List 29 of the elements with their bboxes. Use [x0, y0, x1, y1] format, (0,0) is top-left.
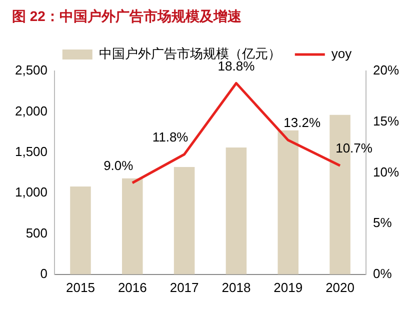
- x-tick-label: 2015: [66, 280, 95, 295]
- y-tick-label: 0: [40, 266, 48, 281]
- y2-tick-label: 15%: [372, 113, 400, 128]
- data-label: 13.2%: [284, 115, 321, 130]
- y-tick-label: 2,500: [14, 62, 48, 78]
- y-tick-label: 1,000: [14, 184, 48, 200]
- x-tick-label: 2020: [326, 280, 354, 295]
- data-label: 11.8%: [152, 129, 189, 144]
- data-label: 9.0%: [104, 158, 134, 173]
- data-label: 10.7%: [336, 140, 373, 156]
- y2-tick-label: 0%: [372, 266, 392, 281]
- y2-tick-label: 5%: [372, 215, 392, 230]
- y2-tick-label: 20%: [372, 62, 400, 78]
- x-tick-label: 2016: [118, 280, 147, 295]
- bar: [70, 186, 91, 274]
- x-tick-label: 2019: [274, 280, 303, 295]
- bar: [174, 167, 195, 274]
- bar: [278, 130, 298, 274]
- y-tick-label: 1,500: [14, 144, 48, 159]
- y2-tick-label: 10%: [372, 164, 400, 180]
- bar: [122, 178, 143, 274]
- chart-title: 图 22：中国户外广告市场规模及增速: [12, 8, 242, 26]
- x-tick-label: 2017: [170, 280, 199, 295]
- legend-label: 中国户外广告市场规模（亿元）: [98, 46, 281, 62]
- y-tick-label: 500: [26, 225, 48, 240]
- bar: [226, 147, 247, 274]
- y-tick-label: 2,000: [14, 103, 48, 118]
- legend-label: yoy: [331, 46, 352, 62]
- x-tick-label: 2018: [222, 280, 251, 295]
